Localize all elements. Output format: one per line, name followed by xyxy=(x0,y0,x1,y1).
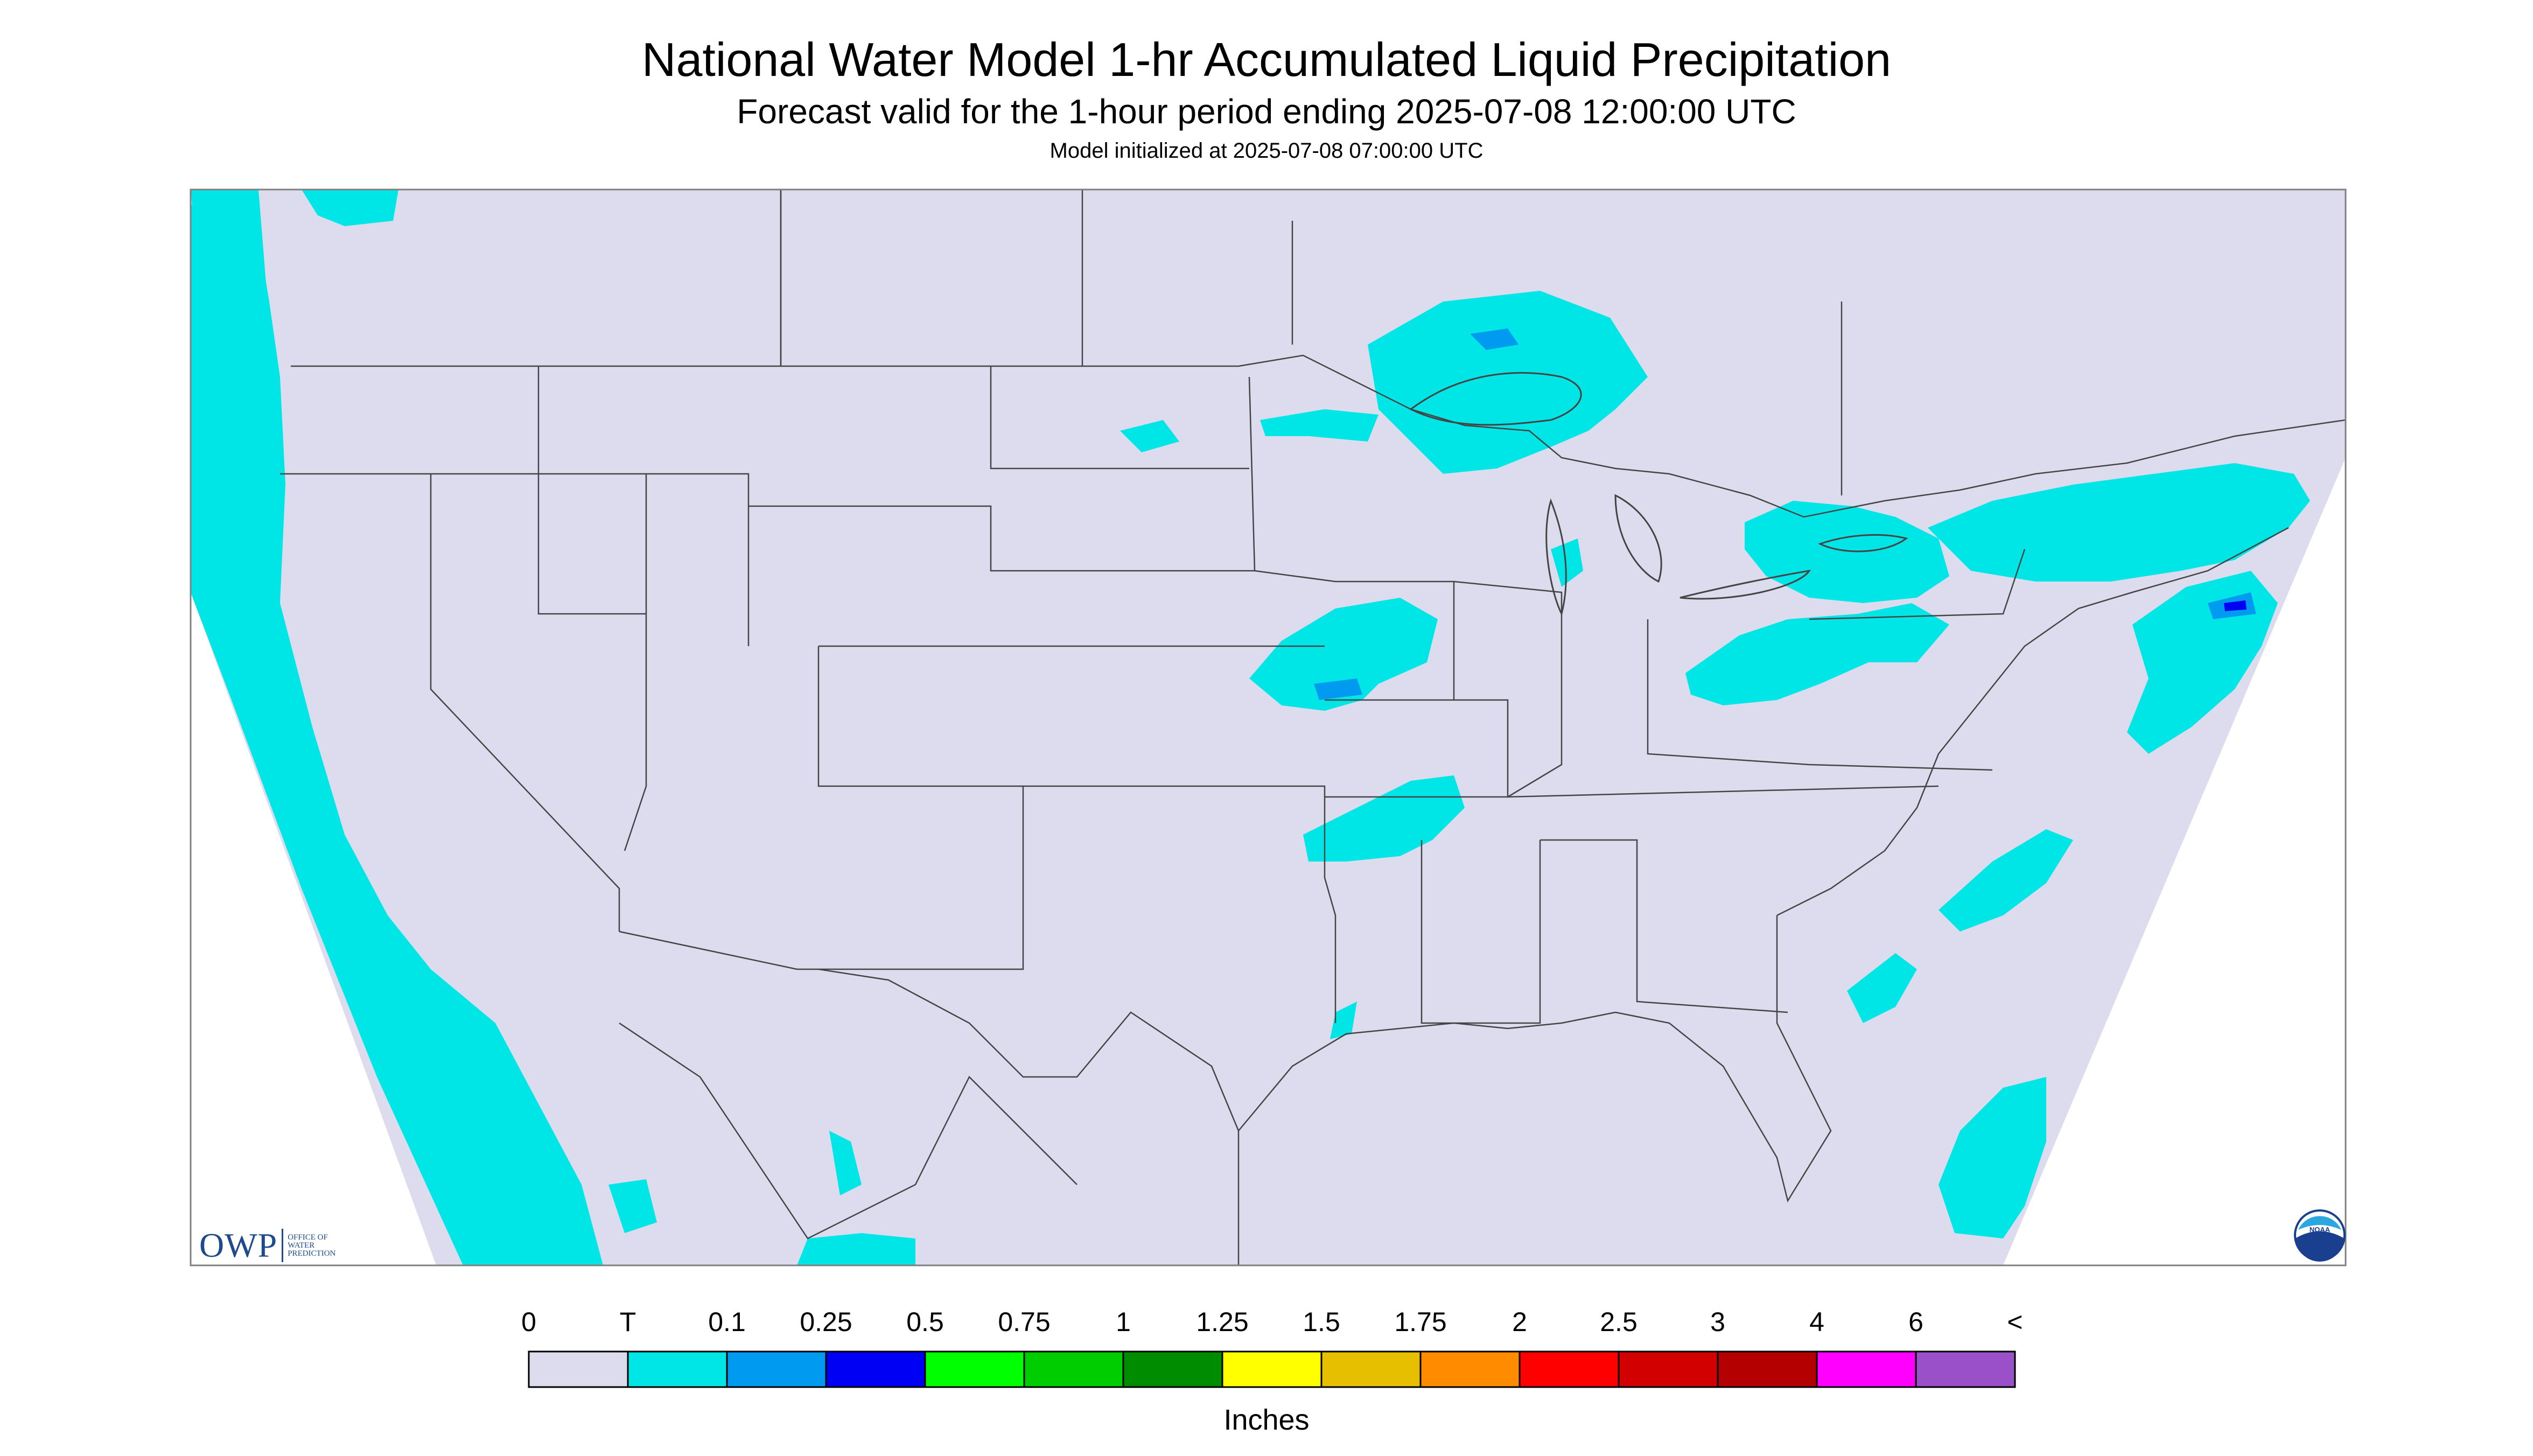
mn-wi xyxy=(1248,376,1455,700)
lake-michigan xyxy=(1545,498,1567,617)
precip-iowa xyxy=(1249,598,1438,711)
legend-label: 3 xyxy=(1710,1307,1725,1337)
ms-al xyxy=(1421,840,1541,1024)
ga-fl xyxy=(1540,839,1788,1013)
model-init-line: Model initialized at 2025-07-08 07:00:00… xyxy=(1049,139,1484,163)
precip-pacific-nw xyxy=(191,190,269,350)
precip-minnesota xyxy=(1260,409,1379,442)
co-nm xyxy=(817,646,1023,787)
precip-north-dakota xyxy=(1120,420,1179,452)
tn-nc xyxy=(1507,785,1939,798)
noaa-logo: NOAA xyxy=(2294,1209,2346,1262)
legend-swatch xyxy=(1023,1350,1124,1388)
legend-label: 2 xyxy=(1512,1307,1527,1337)
mexico-states xyxy=(619,1022,1077,1240)
precip-heavy-superior xyxy=(1470,328,1519,350)
nm-tx xyxy=(818,786,1024,970)
state-boundaries xyxy=(280,190,2346,1265)
legend-label: 4 xyxy=(1809,1307,1824,1337)
mo-ar xyxy=(1325,699,1509,798)
lake-superior xyxy=(1409,372,1582,426)
lake-huron xyxy=(1614,494,1662,583)
outside-domain-east xyxy=(2003,458,2346,1265)
legend-swatch xyxy=(528,1350,629,1388)
legend-swatch xyxy=(1320,1350,1422,1388)
svg-text:NOAA: NOAA xyxy=(2310,1226,2331,1234)
owp-logo-mark: OWP xyxy=(199,1226,278,1264)
legend-swatch xyxy=(924,1350,1025,1388)
great-lakes xyxy=(1409,372,1908,617)
model-domain xyxy=(191,190,2346,1265)
legend-label: 0.1 xyxy=(708,1307,746,1337)
legend-swatch xyxy=(1915,1350,2016,1388)
legend-label: 0.5 xyxy=(906,1307,944,1337)
legend-swatch xyxy=(726,1350,827,1388)
legend-units: Inches xyxy=(1223,1404,1310,1436)
legend-label: 1 xyxy=(1116,1307,1131,1337)
us-canada-border xyxy=(291,354,2346,518)
legend-swatch xyxy=(627,1350,728,1388)
owp-logo: OWP OFFICE OF WATER PREDICTION xyxy=(199,1226,335,1265)
legend-label: 6 xyxy=(1908,1307,1923,1337)
legend-swatch xyxy=(1519,1350,1620,1388)
precip-atlantic-offshore xyxy=(2127,571,2278,754)
legend-swatch xyxy=(1419,1350,1521,1388)
precip-carolina-offshore xyxy=(1939,829,2073,932)
pa-ny xyxy=(1809,549,2026,620)
outside-domain-west xyxy=(191,592,436,1265)
ut-az xyxy=(624,474,647,851)
ne-sd xyxy=(748,505,1255,572)
legend-label: 1.75 xyxy=(1394,1307,1447,1337)
owp-text-line: WATER xyxy=(288,1241,315,1250)
il-in xyxy=(1453,580,1563,798)
precip-core-ne xyxy=(2224,600,2247,611)
map-frame xyxy=(190,188,2347,1266)
precip-georgia-offshore xyxy=(1847,953,1917,1023)
precip-heavy-iowa xyxy=(1314,678,1362,700)
legend-label: 0.25 xyxy=(800,1307,852,1337)
atlantic-coast xyxy=(1776,527,2289,916)
owp-logo-text: OFFICE OF WATER PREDICTION xyxy=(288,1233,336,1258)
precip-lake-superior xyxy=(1368,291,1648,474)
precip-mexico-west xyxy=(829,1131,862,1195)
precip-michigan xyxy=(1551,538,1583,587)
tx-ok xyxy=(1023,785,1337,1023)
map-subtitle: Forecast valid for the 1-hour period end… xyxy=(737,92,1796,131)
legend-label: 0.75 xyxy=(998,1307,1051,1337)
oh-pa xyxy=(1647,619,1993,771)
owp-text-line: OFFICE OF xyxy=(288,1233,328,1242)
gulf-coast xyxy=(1238,915,1832,1203)
owp-logo-divider xyxy=(282,1229,284,1262)
us-mexico-border xyxy=(619,930,1240,1265)
legend-swatch xyxy=(825,1350,926,1388)
lake-erie xyxy=(1680,569,1811,600)
nd-sd xyxy=(990,366,1249,470)
legend-color-bar xyxy=(528,1350,2016,1388)
legend-swatch xyxy=(1221,1350,1323,1388)
map-title: National Water Model 1-hr Accumulated Li… xyxy=(641,33,1892,86)
legend-label: 1.5 xyxy=(1303,1307,1340,1337)
legend-label: < xyxy=(2007,1307,2023,1337)
legend-label: 1.25 xyxy=(1196,1307,1249,1337)
legend-swatch xyxy=(1816,1350,1917,1388)
legend-label: T xyxy=(619,1307,636,1337)
lake-ontario xyxy=(1818,534,1908,552)
legend-swatch xyxy=(1618,1350,1719,1388)
legend-label: 0 xyxy=(521,1307,536,1337)
precip-michigan-ontario xyxy=(1745,501,1949,603)
precip-pacific-north xyxy=(302,190,398,226)
owp-text-line: PREDICTION xyxy=(288,1249,336,1258)
legend-swatch xyxy=(1122,1350,1223,1388)
legend-swatch xyxy=(1717,1350,1818,1388)
mt-wy xyxy=(538,473,750,646)
nv-line xyxy=(430,474,620,932)
precip-baja xyxy=(608,1179,657,1233)
wa-id xyxy=(537,366,646,615)
precip-mexico-south xyxy=(797,1233,915,1265)
precip-bermuda-region xyxy=(1939,1077,2046,1238)
precip-gulf-texas xyxy=(1330,1002,1357,1039)
legend-label: 2.5 xyxy=(1600,1307,1638,1337)
precip-ohio-valley xyxy=(1685,603,1949,705)
